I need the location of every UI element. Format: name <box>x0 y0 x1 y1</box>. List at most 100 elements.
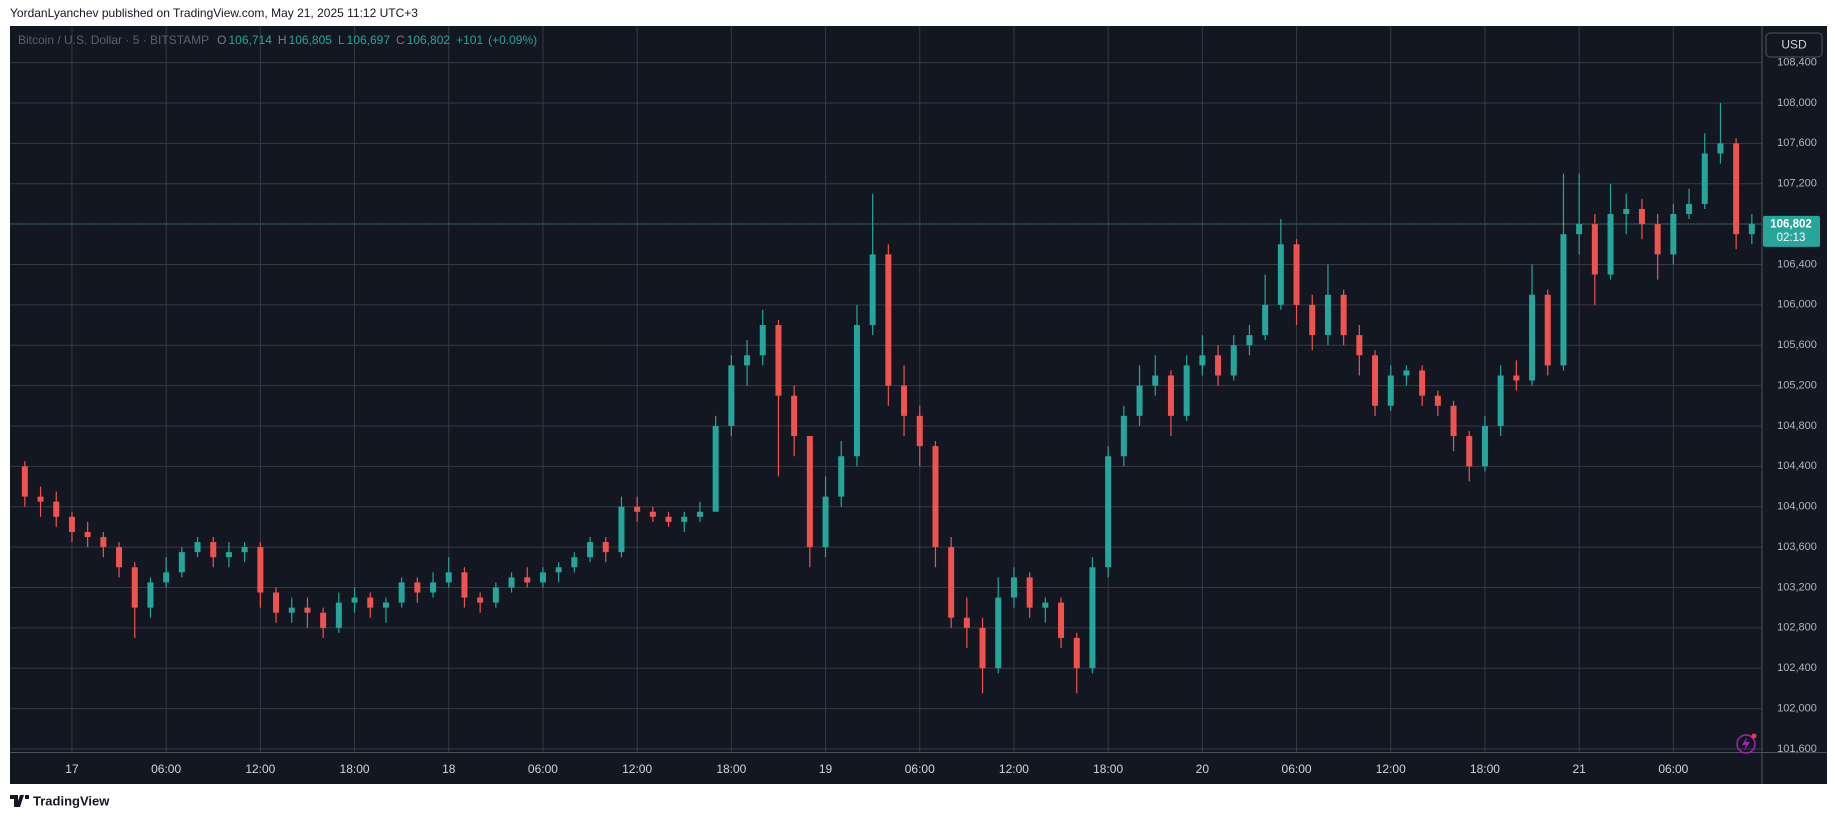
candle-body <box>1215 355 1222 376</box>
x-tick-label: 12:00 <box>622 762 652 776</box>
candle-body <box>979 627 986 669</box>
x-tick-label: 18:00 <box>716 762 746 776</box>
candle-body <box>116 547 123 568</box>
y-tick-label: 108,000 <box>1777 97 1817 109</box>
candle-body <box>68 516 75 532</box>
candle-body <box>1309 304 1316 336</box>
candle-body <box>1010 577 1017 598</box>
alert-icon-dot[interactable] <box>1751 733 1757 739</box>
candle-body <box>1199 355 1206 366</box>
candle-body <box>1120 415 1127 457</box>
candle-body <box>1324 294 1331 336</box>
ohlc-value: 106,805 <box>289 33 333 47</box>
candle-body <box>1230 345 1237 376</box>
candle-body <box>1058 602 1065 638</box>
candle-body <box>1717 143 1724 154</box>
x-tick-label: 21 <box>1572 762 1586 776</box>
candle-body <box>1042 602 1049 608</box>
candle-body <box>1152 375 1159 386</box>
candle-body <box>1167 375 1174 416</box>
ohlc-value: 106,802 <box>407 33 451 47</box>
candle-body <box>1183 365 1190 416</box>
candle-body <box>728 365 735 426</box>
axes: 101,600 102,000 102,400 102,800 103,200 103,6… <box>65 56 1820 776</box>
y-tick-label: 108,400 <box>1777 56 1817 68</box>
candle-body <box>1403 370 1410 376</box>
candle-body <box>1340 294 1347 336</box>
x-tick-label: 18:00 <box>1470 762 1500 776</box>
ohlc-legend: Bitcoin / U.S. Dollar · 5 · BITSTAMP O 10… <box>18 33 537 47</box>
x-tick-label: 12:00 <box>245 762 275 776</box>
candle-body <box>1277 244 1284 305</box>
candle-body <box>477 597 484 603</box>
ohlc-value: 106,697 <box>347 33 391 47</box>
y-tick-label: 106,400 <box>1777 258 1817 270</box>
candle-body <box>1246 335 1253 346</box>
candle-body <box>916 415 923 447</box>
y-tick-label: 104,400 <box>1777 460 1817 472</box>
candle-body <box>147 582 154 608</box>
candle-body <box>1387 375 1394 406</box>
alert-icon-ring[interactable] <box>1736 734 1756 754</box>
candle-body <box>1576 224 1583 235</box>
candle-body <box>430 582 437 593</box>
candle-body <box>822 496 829 548</box>
candle-body <box>806 436 813 548</box>
candle-body <box>461 572 468 598</box>
candle-body <box>1654 224 1661 255</box>
candle-body <box>53 501 60 517</box>
candle-body <box>1372 355 1379 406</box>
footer-brand: TradingView <box>33 793 110 808</box>
y-tick-label: 101,600 <box>1777 743 1817 755</box>
currency-button-box[interactable] <box>1765 32 1823 58</box>
alert-icon-bolt[interactable] <box>1742 737 1750 751</box>
candle-body <box>1560 234 1567 366</box>
y-tick-label: 107,200 <box>1777 178 1817 190</box>
currency-button[interactable]: USD <box>1765 32 1823 58</box>
candle-body <box>885 254 892 386</box>
candle-body <box>712 425 719 512</box>
candle-body <box>665 516 672 522</box>
candle-body <box>932 446 939 548</box>
ohlc-key: L <box>338 33 345 47</box>
y-tick-label: 103,200 <box>1777 581 1817 593</box>
candle-body <box>963 617 970 628</box>
candle-body <box>273 592 280 613</box>
y-tick-label: 105,600 <box>1777 339 1817 351</box>
ohlc-key: C <box>396 33 405 47</box>
candle-body <box>1136 385 1143 416</box>
candle-body <box>524 577 531 583</box>
candle-body <box>1073 637 1080 669</box>
currency-label[interactable]: USD <box>1781 38 1807 52</box>
ohlc-key: H <box>278 33 287 47</box>
candle-body <box>210 542 217 558</box>
x-tick-label: 06:00 <box>1658 762 1688 776</box>
publisher-note: YordanLyanchev published on TradingView.… <box>10 6 418 20</box>
x-tick-label: 17 <box>65 762 79 776</box>
candle-body <box>744 355 751 366</box>
candle-body <box>257 547 264 593</box>
x-tick-label: 06:00 <box>528 762 558 776</box>
ohlc-key: O <box>217 33 226 47</box>
candle-body <box>1481 425 1488 467</box>
candle-body <box>100 536 107 548</box>
x-tick-label: 19 <box>819 762 833 776</box>
candle-body <box>1466 436 1473 467</box>
candle-body <box>1513 375 1520 381</box>
alert-icon[interactable] <box>1736 733 1757 754</box>
y-tick-label: 102,400 <box>1777 662 1817 674</box>
candle-body <box>791 395 798 437</box>
candle-body <box>1497 375 1504 426</box>
candle-body <box>571 557 578 568</box>
candle-body <box>1450 405 1457 437</box>
x-tick-label: 06:00 <box>905 762 935 776</box>
candle-body <box>225 552 232 558</box>
ohlc-value: 106,714 <box>229 33 273 47</box>
x-tick-label: 12:00 <box>999 762 1029 776</box>
y-tick-label: 104,800 <box>1777 420 1817 432</box>
candle-body <box>1607 213 1614 275</box>
candle-body <box>21 466 28 497</box>
candle-body <box>1591 224 1598 275</box>
candle-body <box>775 325 782 396</box>
